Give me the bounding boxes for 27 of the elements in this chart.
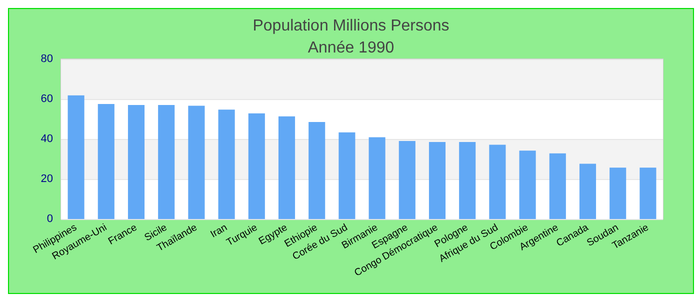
bar [188, 106, 205, 219]
bar [98, 104, 114, 219]
y-tick-label: 0 [46, 213, 53, 225]
bar [368, 137, 386, 219]
bar [308, 122, 326, 219]
y-tick-label: 80 [40, 53, 53, 65]
bar [610, 168, 626, 219]
bar [278, 116, 296, 219]
bar [398, 141, 416, 219]
chart-subtitle: Année 1990 [308, 40, 394, 56]
bar [640, 168, 656, 219]
y-tick-label: 60 [40, 93, 53, 105]
bar [128, 105, 145, 219]
bar [519, 150, 536, 219]
bar [248, 113, 265, 219]
y-tick-label: 20 [40, 173, 53, 185]
bar [68, 95, 84, 219]
bar [579, 164, 596, 219]
bar [459, 142, 476, 219]
bar [158, 105, 175, 219]
bar [549, 153, 566, 219]
chart-title: Population Millions Persons [252, 18, 450, 34]
y-tick-label: 40 [40, 133, 53, 145]
bar [338, 132, 356, 219]
bar [218, 110, 235, 219]
bar [489, 144, 506, 219]
bar [428, 142, 446, 219]
